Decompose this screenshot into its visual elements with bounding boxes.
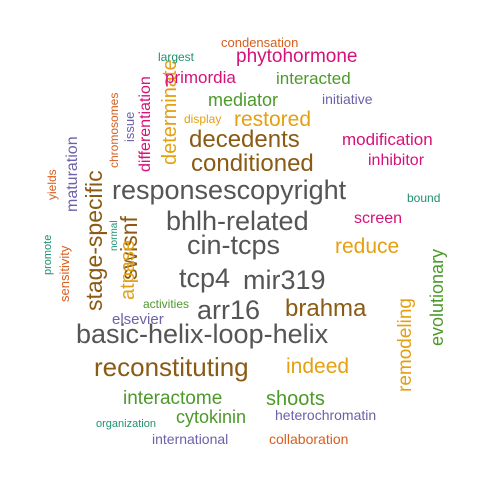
word-38: issue <box>122 111 137 142</box>
word-32: activities <box>143 297 190 311</box>
word-24: screen <box>354 210 403 227</box>
word-11: stage-specific <box>81 170 107 311</box>
word-28: shoots <box>266 388 325 410</box>
word-15: restored <box>234 108 312 131</box>
word-37: maturation <box>64 136 81 212</box>
word-22: modification <box>342 130 433 149</box>
word-25: differentiation <box>137 76 154 172</box>
word-46: organization <box>96 418 156 430</box>
word-7: conditioned <box>191 150 314 177</box>
word-10: brahma <box>285 295 367 322</box>
word-0: responsescopyright <box>112 175 347 205</box>
word-43: chromosomes <box>107 92 121 168</box>
word-41: yields <box>45 169 59 200</box>
word-16: atpase <box>117 239 139 300</box>
word-33: initiative <box>322 91 373 107</box>
word-2: basic-helix-loop-helix <box>76 319 329 349</box>
word-27: mediator <box>208 90 279 110</box>
word-21: primordia <box>165 68 236 87</box>
word-13: indeed <box>286 355 350 378</box>
word-19: display <box>184 112 222 126</box>
word-20: phytohormone <box>236 46 358 67</box>
word-48: normal <box>109 220 120 251</box>
word-31: cytokinin <box>176 407 247 427</box>
word-30: evolutionary <box>427 248 447 346</box>
word-23: inhibitor <box>368 152 425 169</box>
word-36: elsevier <box>112 311 164 328</box>
word-44: largest <box>158 50 195 64</box>
word-6: arr16 <box>197 295 261 325</box>
word-4: tcp4 <box>179 263 231 293</box>
word-29: interactome <box>123 388 223 409</box>
word-47: promote <box>42 234 54 275</box>
word-3: cin-tcps <box>187 230 281 260</box>
word-34: heterochromatin <box>275 407 377 423</box>
word-14: reduce <box>335 235 400 258</box>
word-39: condensation <box>221 35 299 50</box>
word-26: interacted <box>276 69 351 88</box>
word-42: sensitivity <box>57 245 72 302</box>
word-5: mir319 <box>243 265 326 295</box>
word-1: bhlh-related <box>166 206 309 236</box>
word-18: remodeling <box>395 298 416 392</box>
word-8: decedents <box>189 126 300 153</box>
word-45: bound <box>407 191 441 205</box>
word-9: reconstituting <box>94 352 249 382</box>
word-40: collaboration <box>269 431 349 447</box>
word-35: international <box>152 431 229 447</box>
